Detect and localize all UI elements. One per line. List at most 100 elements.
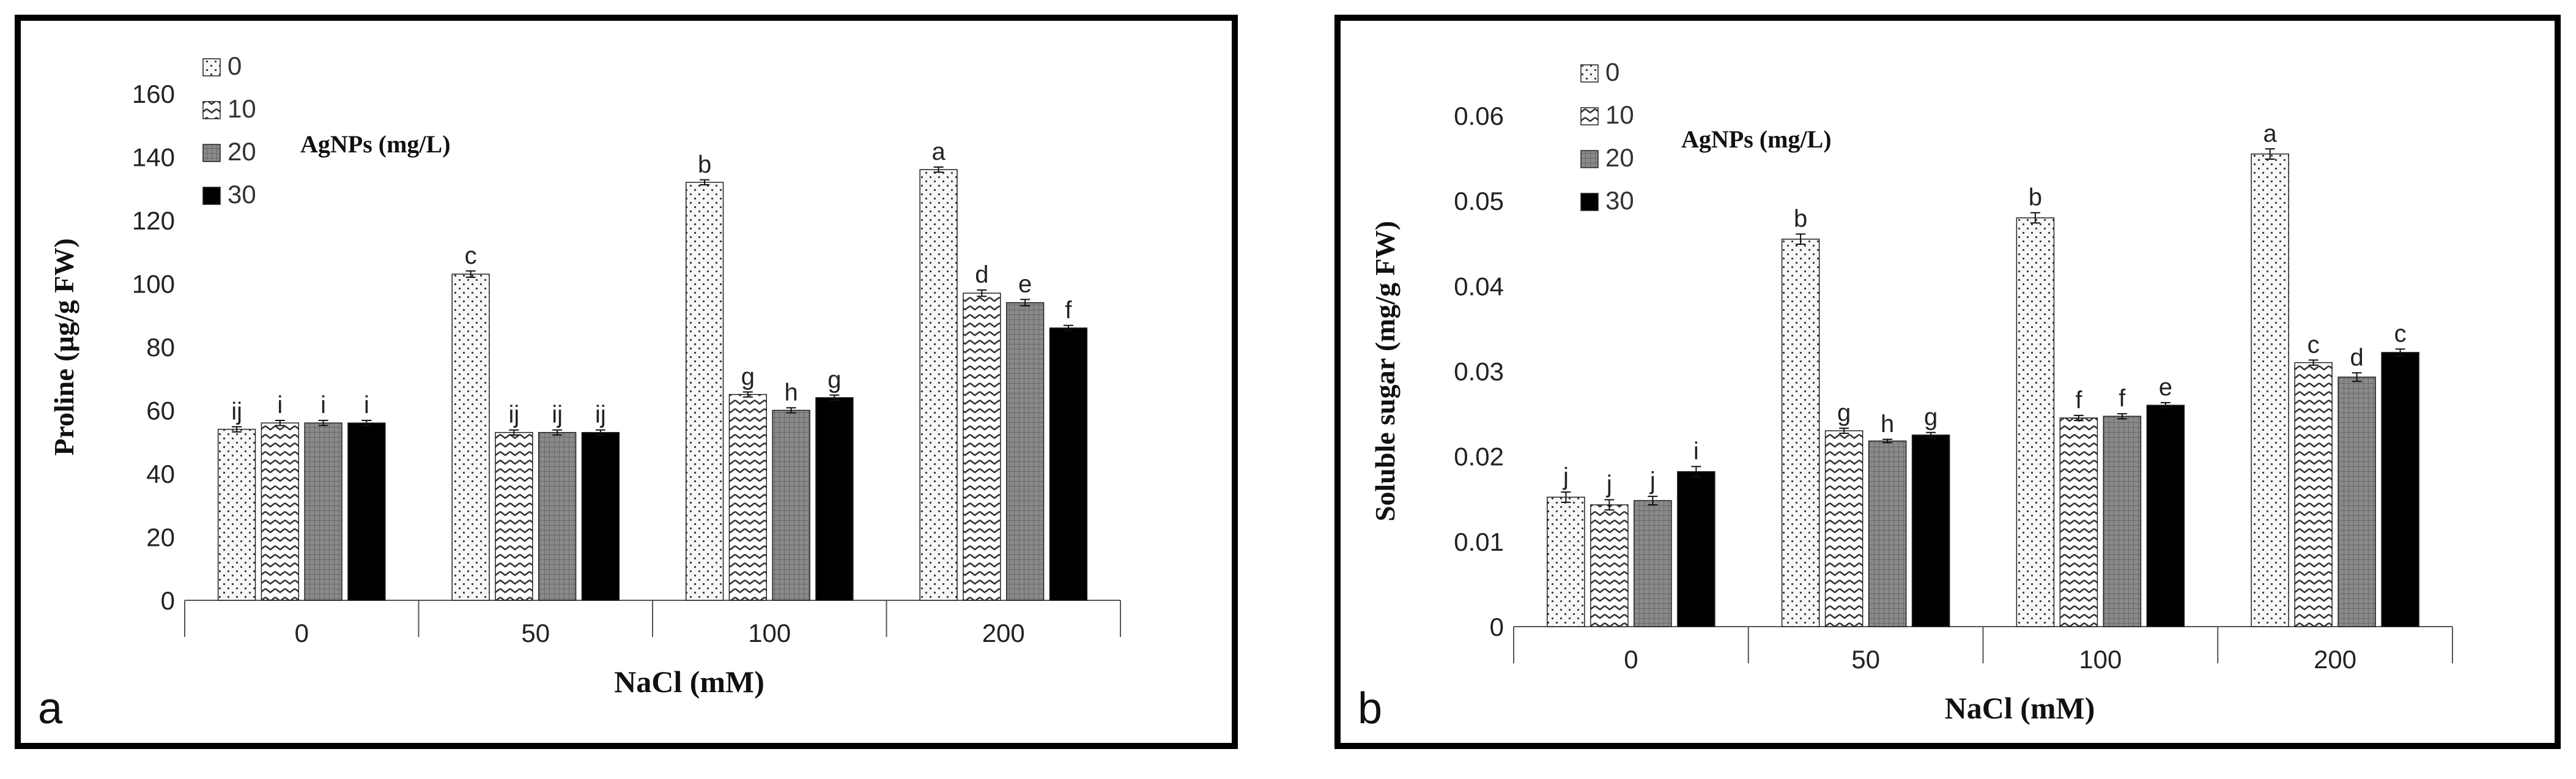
bar-series-20-nacl-100 bbox=[772, 409, 810, 601]
legend-swatch-10 bbox=[202, 101, 221, 119]
legend-swatch-0 bbox=[202, 58, 221, 76]
y-tick-label: 0.01 bbox=[1454, 527, 1504, 556]
legend-label-0: 0 bbox=[228, 51, 242, 80]
x-tick-label: 200 bbox=[2314, 645, 2356, 674]
y-tick-label: 0 bbox=[1490, 613, 1504, 641]
significance-letter: j bbox=[1649, 468, 1656, 494]
bar-series-10-nacl-200 bbox=[963, 293, 1001, 601]
x-tick-label: 0 bbox=[295, 619, 309, 647]
bar-series-10-nacl-0 bbox=[261, 422, 300, 601]
chart-panel-b: 0 0.01 0.02 0.03 0.04 0.05 0.06 Soluble sugar (… bbox=[1334, 15, 2561, 749]
significance-letter: f bbox=[2075, 387, 2082, 414]
significance-letter: h bbox=[1881, 411, 1894, 438]
y-tick-label: 0 bbox=[161, 586, 175, 615]
significance-letter: a bbox=[2263, 120, 2278, 147]
significance-letter: i bbox=[320, 392, 326, 419]
bar-series-10-nacl-0 bbox=[1590, 504, 1629, 627]
significance-letter: g bbox=[741, 363, 755, 390]
significance-letter: f bbox=[2119, 385, 2126, 412]
bar-series-30-nacl-100 bbox=[815, 397, 854, 601]
legend-swatch-20 bbox=[202, 144, 221, 162]
bar-series-10-nacl-200 bbox=[2294, 362, 2333, 627]
significance-letter: h bbox=[785, 379, 798, 406]
x-tick-label: 100 bbox=[2079, 645, 2122, 674]
chart-panel-a: 0 20 40 60 80 100 120 140 160 Proline (µg/g FW) 0 5… bbox=[15, 15, 1238, 749]
legend-swatch-0 bbox=[1580, 64, 1599, 83]
bar-series-30-nacl-200 bbox=[1049, 327, 1088, 601]
y-tick-label: 20 bbox=[146, 523, 175, 552]
bar-series-0-nacl-50 bbox=[451, 274, 490, 601]
bar-series-30-nacl-100 bbox=[2146, 404, 2185, 627]
panel-letter: b bbox=[1358, 684, 1382, 733]
y-tick-label: 40 bbox=[146, 460, 175, 488]
panel-letter: a bbox=[38, 684, 63, 733]
legend-swatch-30 bbox=[202, 187, 221, 205]
bar-series-0-nacl-0 bbox=[1547, 496, 1585, 627]
chart-svg-b: 0 0.01 0.02 0.03 0.04 0.05 0.06 Soluble sugar (… bbox=[1358, 58, 2453, 733]
significance-letter: c bbox=[465, 242, 477, 269]
x-tick-label: 0 bbox=[1624, 645, 1638, 674]
significance-letter: ij bbox=[231, 398, 242, 425]
y-tick-label: 160 bbox=[132, 80, 175, 108]
significance-letter: d bbox=[2350, 344, 2363, 371]
legend-label-20: 20 bbox=[1605, 143, 1634, 172]
bar-series-0-nacl-200 bbox=[2251, 153, 2289, 627]
significance-letter: g bbox=[827, 367, 841, 393]
bar-series-0-nacl-200 bbox=[919, 169, 958, 601]
significance-letter: c bbox=[2394, 320, 2407, 347]
bar-series-20-nacl-0 bbox=[304, 422, 342, 601]
significance-letter: d bbox=[975, 261, 988, 288]
significance-letter: b bbox=[1794, 205, 1807, 232]
bar-series-0-nacl-50 bbox=[1781, 239, 1820, 627]
bar-series-10-nacl-100 bbox=[2059, 417, 2098, 627]
y-tick-label: 0.06 bbox=[1454, 102, 1504, 130]
significance-letter: i bbox=[277, 392, 283, 419]
y-axis-label: Proline (µg/g FW) bbox=[48, 238, 80, 455]
significance-letter: j bbox=[1563, 463, 1569, 490]
y-tick-label: 0.04 bbox=[1454, 272, 1504, 300]
significance-letter: a bbox=[931, 138, 946, 165]
significance-letter: j bbox=[1606, 471, 1612, 498]
significance-letter: c bbox=[2308, 331, 2320, 358]
legend-label-10: 10 bbox=[228, 94, 256, 123]
bar-series-20-nacl-50 bbox=[538, 431, 577, 601]
y-tick-label: 140 bbox=[132, 143, 175, 172]
x-tick-label: 200 bbox=[982, 619, 1025, 647]
significance-letter: ij bbox=[595, 401, 606, 428]
legend-label-30: 30 bbox=[1605, 186, 1634, 215]
bar-series-30-nacl-200 bbox=[2381, 352, 2419, 627]
bar-series-30-nacl-0 bbox=[1677, 471, 1715, 627]
x-tick-label: 50 bbox=[521, 619, 550, 647]
significance-letter: b bbox=[698, 151, 711, 178]
y-axis-label: Soluble sugar (mg/g FW) bbox=[1369, 221, 1401, 521]
y-tick-label: 80 bbox=[146, 333, 175, 362]
significance-letter: i bbox=[364, 392, 369, 419]
legend-title: AgNPs (mg/L) bbox=[1681, 125, 1832, 153]
bar-series-10-nacl-50 bbox=[1824, 430, 1864, 627]
bar-series-20-nacl-100 bbox=[2103, 416, 2142, 627]
significance-letter: e bbox=[2159, 374, 2172, 401]
significance-letter: g bbox=[1924, 404, 1938, 431]
legend-label-20: 20 bbox=[228, 137, 256, 166]
bar-series-20-nacl-0 bbox=[1634, 500, 1672, 627]
significance-letter: ij bbox=[552, 401, 563, 428]
y-tick-label: 60 bbox=[146, 397, 175, 425]
x-axis-label: NaCl (mM) bbox=[614, 665, 764, 699]
bar-series-20-nacl-50 bbox=[1868, 440, 1907, 627]
bar-series-30-nacl-50 bbox=[1911, 434, 1950, 627]
y-tick-label: 0.03 bbox=[1454, 357, 1504, 386]
legend-label-0: 0 bbox=[1605, 58, 1619, 86]
legend-title: AgNPs (mg/L) bbox=[300, 130, 451, 158]
bar-series-20-nacl-200 bbox=[1005, 302, 1045, 601]
significance-letter: f bbox=[1065, 297, 1072, 324]
x-tick-label: 100 bbox=[748, 619, 791, 647]
x-axis-label: NaCl (mM) bbox=[1945, 691, 2095, 725]
legend-label-10: 10 bbox=[1605, 100, 1634, 129]
bar-series-0-nacl-0 bbox=[217, 428, 256, 601]
bar-series-0-nacl-100 bbox=[685, 182, 724, 601]
significance-letter: g bbox=[1837, 400, 1851, 427]
significance-letter: e bbox=[1018, 270, 1032, 297]
legend-swatch-10 bbox=[1580, 107, 1599, 125]
bar-series-10-nacl-50 bbox=[495, 431, 533, 601]
